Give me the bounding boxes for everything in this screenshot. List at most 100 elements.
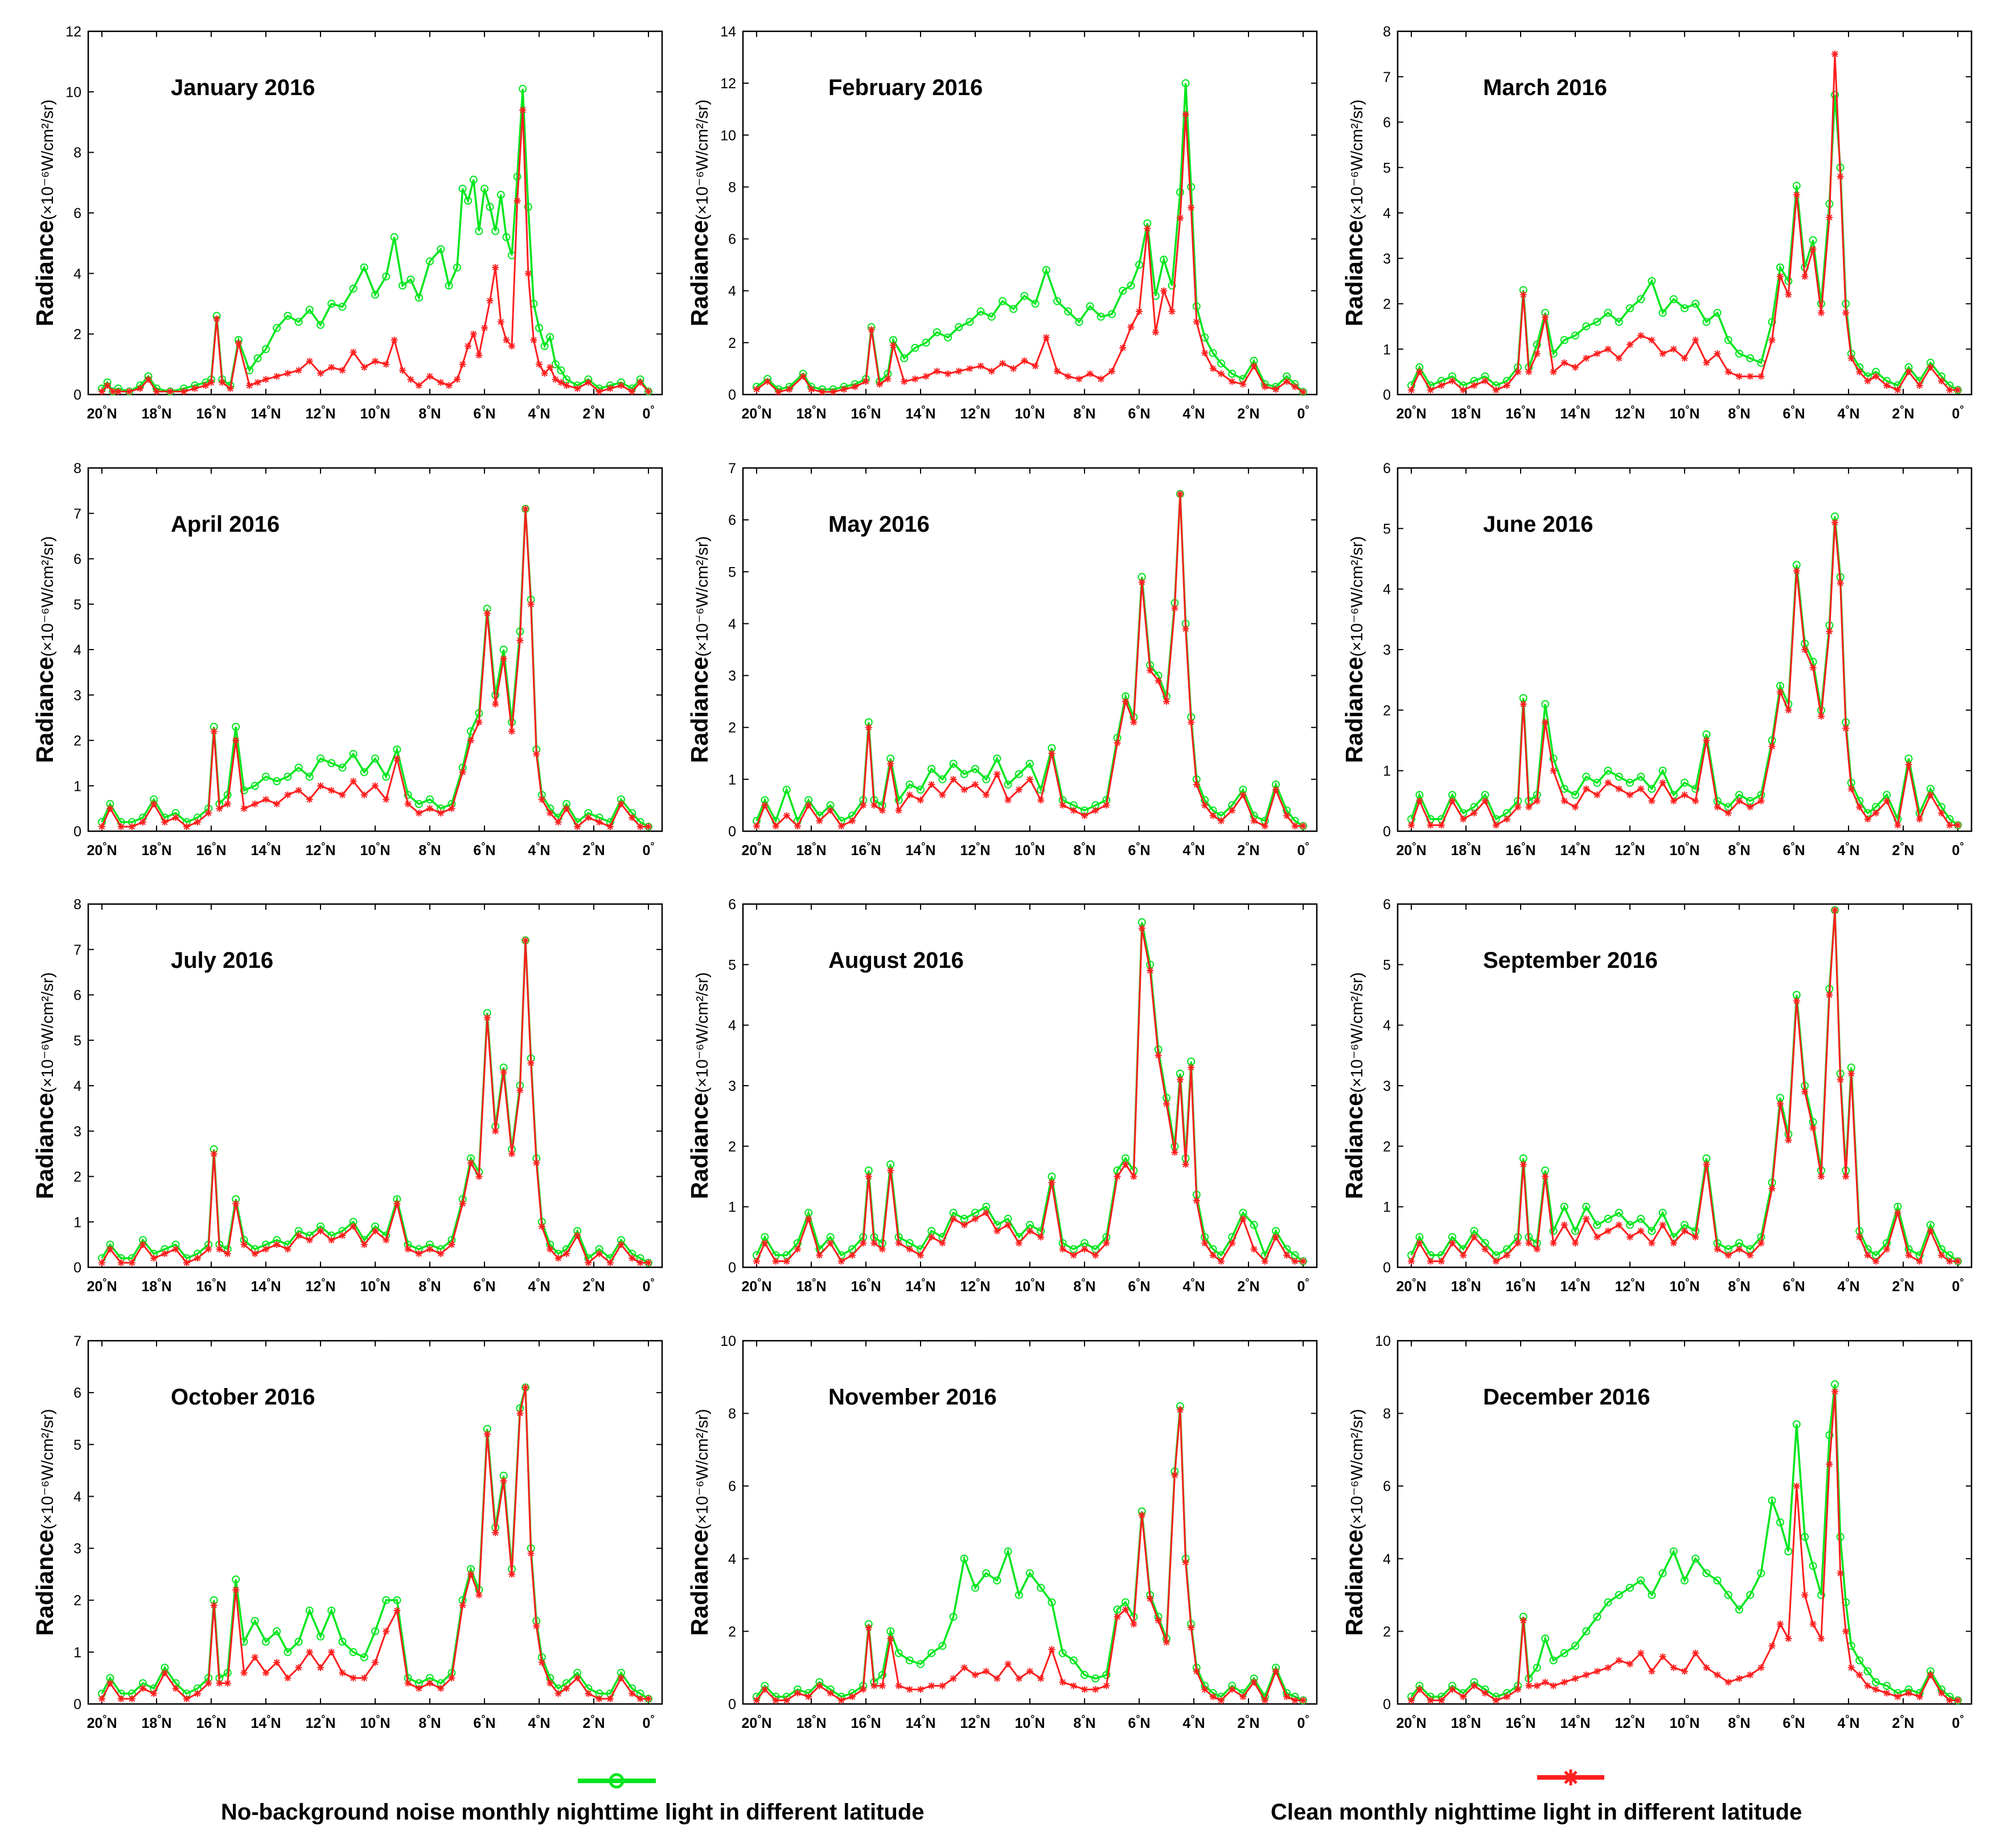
data-point bbox=[1856, 368, 1863, 376]
data-point bbox=[1826, 213, 1833, 221]
data-point bbox=[1160, 256, 1168, 264]
series-clean bbox=[753, 110, 1307, 396]
data-point bbox=[139, 819, 146, 826]
series-line bbox=[1410, 54, 1958, 391]
x-tick-label: 2°N bbox=[582, 1276, 605, 1295]
data-point bbox=[1427, 822, 1434, 829]
data-point bbox=[1081, 1670, 1089, 1679]
data-point bbox=[1201, 1686, 1209, 1693]
y-axis-label: Radiance(×10⁻⁶W/cm²/sr) bbox=[31, 1409, 58, 1636]
data-point bbox=[483, 1014, 491, 1021]
data-point bbox=[944, 333, 952, 342]
data-point bbox=[172, 814, 179, 822]
data-point bbox=[1048, 1179, 1055, 1186]
data-point bbox=[150, 1690, 158, 1697]
data-point bbox=[1826, 628, 1833, 635]
data-point bbox=[250, 1617, 259, 1625]
data-point bbox=[306, 358, 313, 365]
data-point bbox=[1714, 1246, 1721, 1253]
data-point bbox=[1736, 1246, 1743, 1253]
chart-title: May 2016 bbox=[828, 512, 930, 537]
x-tick-label: 12°N bbox=[1615, 404, 1645, 422]
y-tick-label: 5 bbox=[1383, 521, 1391, 537]
data-point bbox=[328, 364, 335, 371]
data-point bbox=[1218, 1697, 1225, 1704]
data-point bbox=[541, 369, 548, 377]
data-point bbox=[1449, 1239, 1456, 1247]
x-tick-label: 2°N bbox=[1237, 404, 1259, 422]
data-point bbox=[273, 373, 281, 380]
data-point bbox=[360, 1674, 368, 1682]
x-tick-label: 18°N bbox=[1451, 404, 1481, 422]
data-point bbox=[1681, 355, 1688, 362]
data-point bbox=[1300, 1697, 1307, 1704]
data-point bbox=[516, 1410, 524, 1417]
data-point bbox=[1776, 1518, 1784, 1526]
data-point bbox=[1201, 350, 1209, 357]
data-point bbox=[1020, 291, 1029, 300]
data-point bbox=[1801, 1591, 1809, 1599]
data-point bbox=[851, 383, 859, 391]
data-point bbox=[906, 1686, 913, 1693]
data-point bbox=[645, 1695, 652, 1702]
data-point bbox=[993, 1227, 1001, 1235]
x-tick-label: 0° bbox=[1952, 1713, 1964, 1731]
data-point bbox=[383, 796, 390, 803]
data-point bbox=[1065, 373, 1072, 380]
data-point bbox=[1637, 773, 1645, 781]
data-point bbox=[827, 807, 834, 814]
data-point bbox=[805, 1693, 812, 1701]
data-point bbox=[1809, 236, 1817, 244]
x-tick-label: 8°N bbox=[1728, 1713, 1750, 1731]
y-tick-label: 4 bbox=[728, 616, 736, 632]
data-point bbox=[999, 297, 1007, 305]
series-line bbox=[755, 494, 1303, 828]
data-point bbox=[645, 823, 652, 831]
x-tick-label: 18°N bbox=[141, 404, 171, 422]
data-point bbox=[1784, 1547, 1793, 1556]
data-point bbox=[1757, 1664, 1765, 1672]
x-tick-label: 4°N bbox=[1182, 1713, 1205, 1731]
y-tick-label: 6 bbox=[1383, 897, 1391, 913]
data-point bbox=[1525, 803, 1533, 811]
chart-title: April 2016 bbox=[171, 512, 280, 537]
data-point bbox=[1514, 1686, 1522, 1693]
chart-title: June 2016 bbox=[1483, 512, 1593, 537]
data-point bbox=[1776, 263, 1784, 272]
data-point bbox=[1916, 1258, 1923, 1265]
x-tick-label: 6°N bbox=[1782, 1713, 1805, 1731]
data-point bbox=[437, 1250, 445, 1258]
data-point bbox=[999, 360, 1006, 367]
data-point bbox=[1059, 802, 1066, 809]
data-point bbox=[983, 791, 990, 799]
data-point bbox=[519, 106, 527, 114]
data-point bbox=[500, 1069, 507, 1076]
x-tick-label: 8°N bbox=[1728, 1276, 1750, 1295]
data-point bbox=[492, 264, 499, 271]
series-clean bbox=[753, 925, 1307, 1265]
data-point bbox=[1533, 1246, 1541, 1253]
x-tick-label: 16°N bbox=[851, 1276, 881, 1295]
data-point bbox=[240, 786, 248, 795]
y-tick-label: 4 bbox=[728, 1551, 736, 1567]
data-point bbox=[960, 1221, 968, 1229]
data-point bbox=[983, 1668, 990, 1675]
data-point bbox=[1785, 1136, 1792, 1144]
data-point bbox=[1658, 1569, 1667, 1578]
data-point bbox=[890, 342, 897, 349]
data-point bbox=[404, 791, 412, 799]
data-point bbox=[1541, 1635, 1550, 1643]
data-point bbox=[194, 1690, 201, 1697]
data-point bbox=[232, 737, 240, 744]
x-tick-label: 8°N bbox=[1073, 1276, 1095, 1295]
data-point bbox=[1449, 377, 1456, 385]
data-point bbox=[1026, 1668, 1033, 1675]
y-tick-label: 1 bbox=[73, 1645, 81, 1661]
data-point bbox=[445, 382, 453, 389]
data-point bbox=[618, 1241, 625, 1249]
data-point bbox=[522, 505, 529, 512]
data-point bbox=[1177, 490, 1184, 498]
data-point bbox=[794, 1246, 801, 1253]
data-point bbox=[794, 1689, 801, 1697]
data-point bbox=[360, 364, 368, 371]
